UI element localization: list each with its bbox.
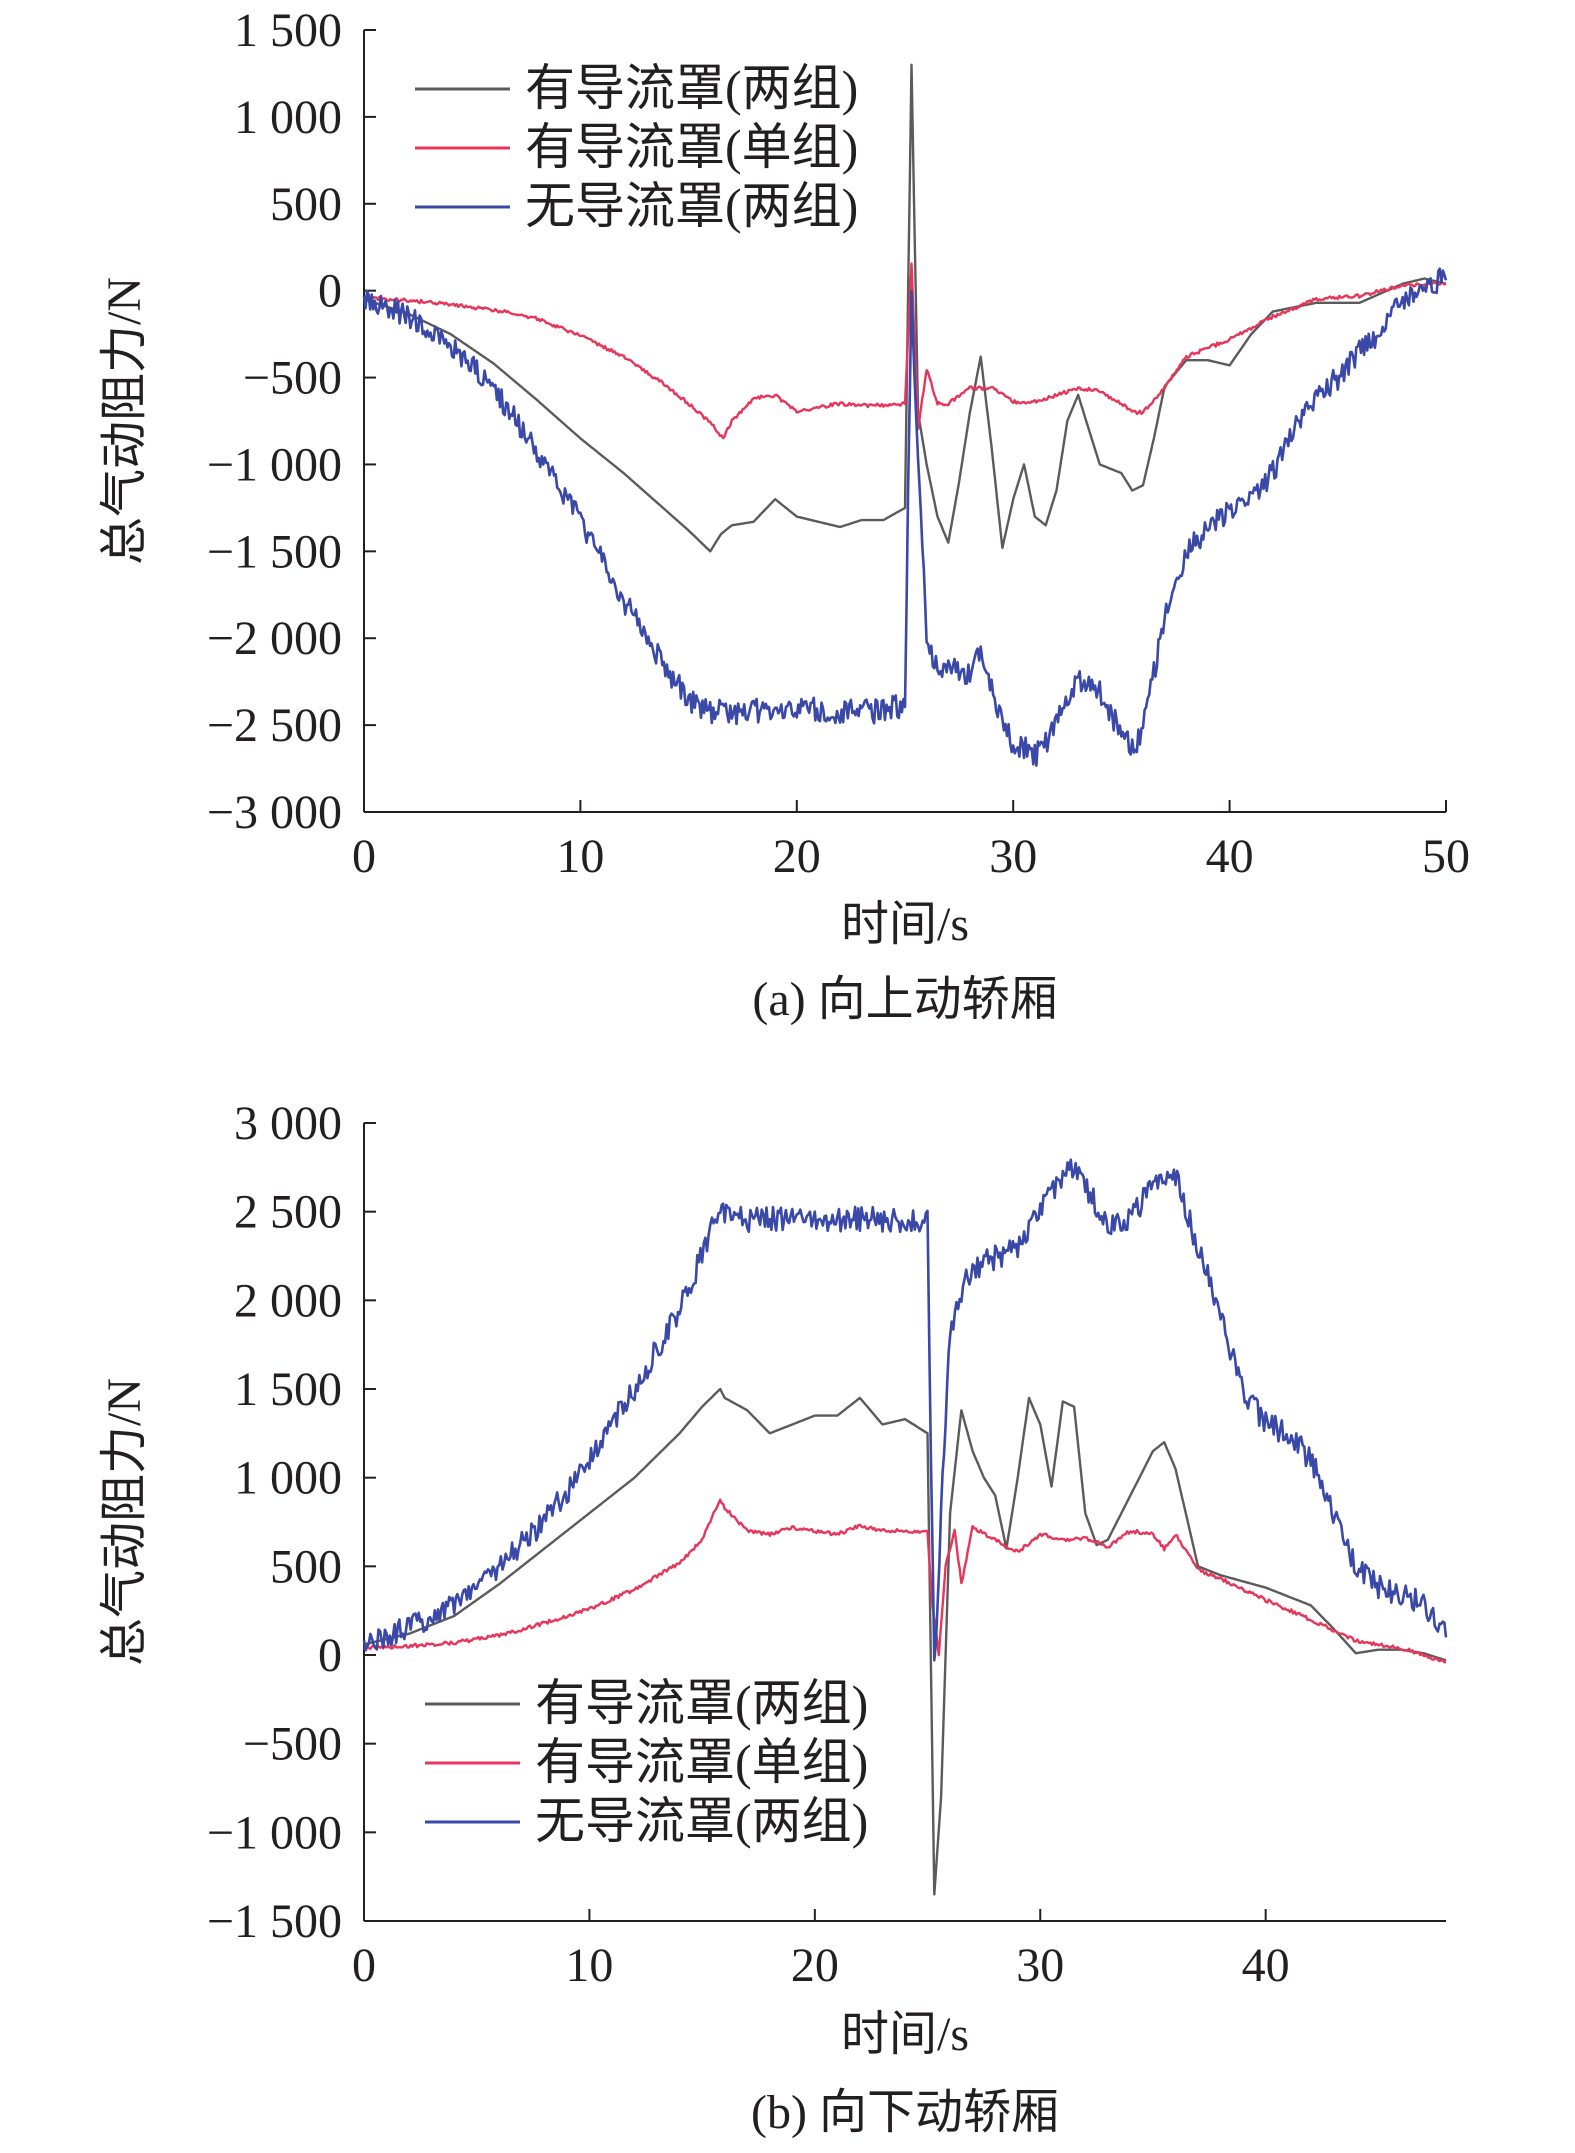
x-tick-label: 20 (773, 830, 821, 883)
y-axis-label: 总气动阻力/N (98, 1378, 151, 1666)
series-line-1 (363, 1387, 1447, 1896)
y-tick-label: −500 (243, 1718, 342, 1771)
y-tick-label: 500 (270, 1540, 342, 1593)
x-tick-label: 10 (556, 830, 604, 883)
legend-label-3: 无导流罩(两组) (535, 1793, 868, 1849)
x-tick-label: 50 (1422, 830, 1470, 883)
series-line-3 (362, 267, 1448, 767)
series-line-2 (363, 1498, 1447, 1664)
x-axis-label: 时间/s (841, 898, 969, 951)
y-tick-label: 1 000 (234, 91, 342, 144)
x-tick-label: 40 (1206, 830, 1254, 883)
y-tick-label: 2 000 (234, 1274, 342, 1327)
y-axis-label: 总气动阻力/N (98, 277, 151, 565)
y-tick-label: −500 (243, 352, 342, 405)
y-tick-label: −3 000 (207, 786, 342, 839)
x-axis-label: 时间/s (841, 2008, 969, 2061)
legend-label-1: 有导流罩(两组) (525, 60, 858, 116)
y-tick-label: −2 500 (207, 699, 342, 752)
x-tick-label: 30 (1016, 1939, 1064, 1992)
y-tick-label: 0 (318, 265, 342, 318)
y-tick-label: −1 000 (207, 438, 342, 491)
chart-panel-a: −3 000−2 500−2 000−1 500−1 000−50005001 … (98, 4, 1470, 1026)
x-tick-label: 30 (989, 830, 1037, 883)
y-tick-label: 1 500 (234, 4, 342, 57)
y-tick-label: 1 000 (234, 1452, 342, 1505)
legend-label-1: 有导流罩(两组) (535, 1675, 868, 1731)
x-tick-label: 0 (352, 1939, 376, 1992)
legend-label-2: 有导流罩(单组) (525, 119, 858, 175)
series-line-2 (363, 262, 1447, 440)
x-tick-label: 20 (791, 1939, 839, 1992)
figure-caption: (a) 向上动轿厢 (752, 973, 1057, 1026)
x-tick-label: 0 (352, 830, 376, 883)
y-tick-label: −1 000 (207, 1806, 342, 1859)
y-tick-label: 1 500 (234, 1363, 342, 1416)
x-tick-label: 40 (1242, 1939, 1290, 1992)
y-tick-label: −1 500 (207, 525, 342, 578)
y-tick-label: −2 000 (207, 612, 342, 665)
y-tick-label: 3 000 (234, 1097, 342, 1150)
y-tick-label: 0 (318, 1629, 342, 1682)
y-tick-label: 500 (270, 178, 342, 231)
series-line-3 (362, 1158, 1448, 1662)
y-tick-label: −1 500 (207, 1895, 342, 1948)
figure-caption: (b) 向下动轿厢 (751, 2086, 1059, 2139)
chart-panel-b: −1 500 −1 000 −500 0 500 1 000 1 500 2 000 2 500… (98, 1097, 1448, 2139)
x-tick-label: 10 (565, 1939, 613, 1992)
y-tick-label: 2 500 (234, 1186, 342, 1239)
legend-label-3: 无导流罩(两组) (525, 178, 858, 234)
legend-label-2: 有导流罩(单组) (535, 1734, 868, 1790)
